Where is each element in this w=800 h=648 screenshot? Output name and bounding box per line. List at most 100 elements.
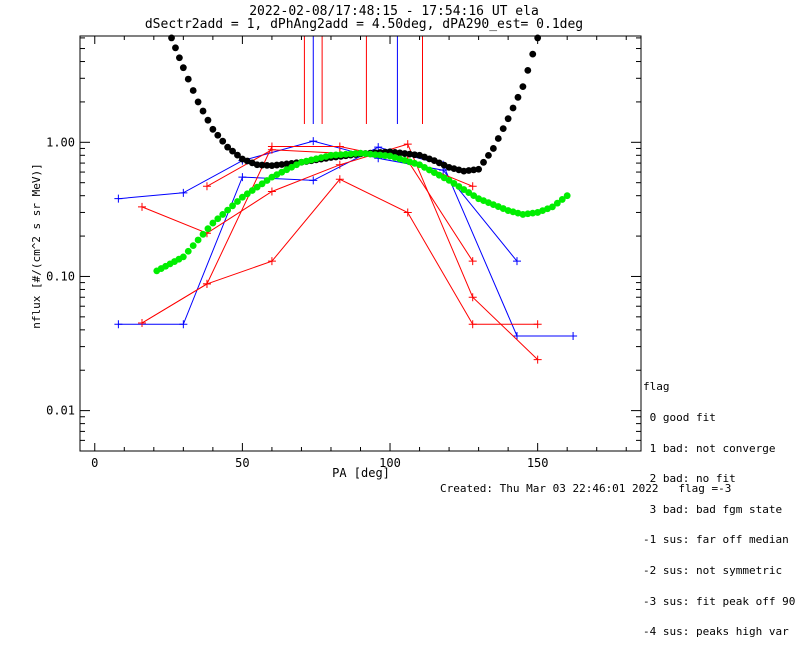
fit-point <box>366 150 374 158</box>
fit-point <box>455 183 463 190</box>
data-point <box>335 175 344 184</box>
data-point <box>138 202 147 211</box>
series-line <box>141 146 474 324</box>
fit-point <box>332 151 340 159</box>
data-point <box>533 355 542 364</box>
fit-point <box>553 199 561 207</box>
plot-frame <box>79 35 642 452</box>
fit-point <box>494 135 502 142</box>
fit-point <box>172 44 179 52</box>
data-point <box>179 188 188 197</box>
data-point <box>569 331 578 340</box>
fit-point <box>234 198 241 205</box>
fit-point <box>234 151 241 159</box>
fit-point <box>238 193 246 201</box>
fit-point <box>194 236 202 244</box>
fit-point <box>189 87 197 94</box>
data-point <box>403 208 412 217</box>
y-tick-label: 0.01 <box>46 404 75 418</box>
fit-point <box>342 150 350 158</box>
fit-point <box>268 162 276 170</box>
fit-point <box>465 189 473 196</box>
fit-point <box>199 230 207 238</box>
data-point <box>309 137 318 146</box>
fit-point <box>253 161 261 169</box>
chart-title-line2: dSectr2add = 1, dPhAng2add = 4.50deg, dP… <box>145 17 583 32</box>
fit-point <box>258 180 266 188</box>
fit-point <box>519 83 527 91</box>
data-point <box>267 145 276 154</box>
fit-point <box>391 148 399 156</box>
legend-item: 0 good fit <box>643 411 716 424</box>
legend-item: 2 bad: no fit <box>643 472 736 486</box>
fit-point <box>199 107 207 115</box>
data-point <box>202 182 211 191</box>
fit-point <box>214 131 222 139</box>
created-timestamp: Created: Thu Mar 03 22:46:01 2022 <box>440 482 659 495</box>
fit-point <box>470 192 478 200</box>
fit-point <box>563 192 571 200</box>
footer: Created: Thu Mar 03 22:46:01 2022 flag =… <box>440 482 731 495</box>
fit-point <box>529 50 537 58</box>
fit-point <box>480 158 487 166</box>
data-point <box>468 320 477 329</box>
fit-point <box>194 98 202 106</box>
fit-point <box>179 64 187 72</box>
fit-point <box>214 215 222 223</box>
data-point <box>512 331 521 340</box>
data-point <box>202 279 211 288</box>
fit-point <box>189 242 197 249</box>
fit-point <box>273 161 281 169</box>
fit-point <box>549 203 556 211</box>
fit-point <box>176 54 183 62</box>
chart: 2022-02-08/17:48:15 - 17:54:16 UT ela dS… <box>30 4 642 480</box>
fit-point <box>263 161 271 169</box>
data-point <box>114 320 123 329</box>
legend-item: -3 sus: fit peak off 90 <box>643 594 796 608</box>
fit-point <box>371 151 379 158</box>
fit-point <box>204 116 212 124</box>
fit-point <box>229 202 236 210</box>
chart-title-line1: 2022-02-08/17:48:15 - 17:54:16 UT ela <box>249 4 539 19</box>
fit-point <box>253 183 261 191</box>
fit-point <box>224 143 232 151</box>
x-tick-label: 100 <box>379 456 401 470</box>
legend-item: -1 sus: far off median <box>643 533 789 547</box>
fit-point <box>445 177 453 184</box>
fit-point <box>209 125 217 133</box>
data-point <box>512 257 521 266</box>
fit-point <box>558 196 566 203</box>
fit-point <box>514 93 522 101</box>
fit-point <box>347 150 355 158</box>
legend-item: -2 sus: not symmetric <box>643 563 783 577</box>
fit-point <box>184 75 192 83</box>
fit-point <box>263 177 271 184</box>
fit-point <box>184 247 192 255</box>
data-point <box>468 293 477 302</box>
flag-legend: flag 0 good fit 1 bad: not converge 2 ba… <box>643 362 795 648</box>
series-line <box>118 146 574 337</box>
data-point <box>468 182 477 191</box>
data-point <box>267 187 276 196</box>
data-point <box>533 320 542 329</box>
fit-point <box>179 253 187 261</box>
data-point <box>138 318 147 327</box>
fit-point <box>248 187 256 194</box>
fit-point <box>524 66 532 74</box>
x-tick-label: 150 <box>527 456 549 470</box>
fit-point <box>489 145 497 152</box>
fit-point <box>327 151 335 159</box>
fit-point <box>337 151 345 158</box>
fit-point <box>406 150 414 158</box>
fit-point <box>376 151 384 159</box>
fit-point <box>485 151 492 159</box>
legend-title: flag <box>643 380 670 394</box>
x-tick-label: 50 <box>235 456 249 470</box>
fit-point <box>460 186 468 193</box>
data-point <box>267 257 276 266</box>
fit-point <box>475 165 483 173</box>
fit-point <box>450 180 458 187</box>
fit-point <box>381 152 389 159</box>
fit-point <box>411 151 419 159</box>
data-point <box>179 320 188 329</box>
